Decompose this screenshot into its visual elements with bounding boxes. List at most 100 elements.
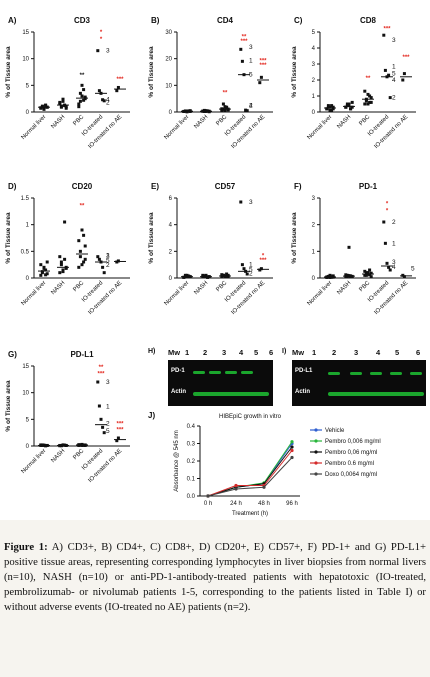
category-label: Normal liver [21,280,48,307]
category-label: NASH [50,280,66,296]
blot-h-band [241,371,253,374]
y-axis-label: % of Tissue area [148,46,155,98]
patient-label: 4 [392,77,396,84]
significance-mark: *** [402,55,410,61]
data-point [58,271,62,275]
y-tick-label: 0 [26,444,30,450]
data-point [388,268,392,272]
data-point [225,275,229,279]
category-label: PBC [72,114,85,127]
series-point [290,448,294,453]
significance-mark: *** [97,372,105,378]
y-tick-label: 1 [26,223,30,229]
data-point [61,268,65,272]
patient-label: 1 [249,57,253,64]
significance-mark: ** [242,35,247,41]
data-point [83,97,87,101]
patient-label: 3 [106,379,110,386]
significance-mark: ** [99,365,104,371]
y-tick-label: 5 [312,30,316,36]
data-point [39,106,43,110]
category-label: NASH [50,114,66,130]
data-point [385,261,389,265]
data-point [369,96,373,100]
data-point [369,100,373,104]
y-axis-label: % of Tissue area [291,212,298,264]
significance-mark: * [386,209,389,215]
significance-mark: *** [383,26,391,32]
y-tick-label: 0 [169,276,173,282]
data-point [78,255,82,259]
data-point [44,268,48,272]
x-tick-label: 96 h [286,501,298,507]
panel-title: CD4 [217,16,234,25]
data-point [345,104,349,108]
blot-i-band [410,372,422,375]
panel-j: J) HIBEpiC growth in vitro Absorbance @ 54… [148,410,424,518]
data-point [382,220,386,224]
y-tick-label: 20 [165,57,172,63]
data-point [42,107,46,111]
data-point [328,275,332,279]
data-point [221,273,225,277]
significance-mark: *** [240,39,248,45]
category-label: Normal liver [164,114,191,141]
y-tick-label: 0 [169,110,173,116]
data-point [64,105,68,109]
blot-i-letter: I) [282,348,287,355]
series-point [234,487,238,491]
legend-label: Vehicle [325,428,345,434]
data-point [78,91,82,95]
category-label: NASH [193,114,209,130]
category-label: Normal liver [164,280,191,307]
blot-i-lane: 1 [312,348,317,357]
data-point [102,431,106,435]
data-point [63,220,67,224]
panel-title: CD20 [72,182,93,191]
y-tick-label: 15 [22,30,29,36]
data-point [258,268,262,272]
y-tick-label: 2 [312,223,316,229]
y-tick-label: 0.0 [187,494,196,500]
y-tick-label: 5 [26,417,30,423]
y-tick-label: 2 [312,78,316,84]
data-point [388,96,392,100]
blot-i-lane: Mw [292,348,305,357]
chart-cd57: E) CD57 % of Tissue area 0 2 4 6 Normal liver NA… [148,182,273,316]
category-label: NASH [336,114,352,130]
panel-letter: C) [294,16,303,25]
y-tick-label: 2 [169,249,173,255]
panel-d: D) CD20 % of Tissue area 0 0.5 1 1.5 Normal liv… [0,180,140,340]
data-point [83,257,87,261]
panel-letter: D) [8,182,17,191]
data-point [80,83,84,87]
data-point [244,108,248,112]
data-point [223,108,227,112]
data-point [366,92,370,96]
chart-pd1: F) PD-1 % of Tissue area 0 1 2 3 Normal liver NA… [291,182,416,316]
panel-f: F) PD-1 % of Tissue area 0 1 2 3 Normal liver NA… [286,180,426,340]
blot-h: H) Mw 1 2 3 4 5 6 PD-1 Actin [148,348,273,408]
significance-mark: *** [259,63,267,69]
panel-title: PD-1 [359,182,378,191]
caption-background [0,520,430,677]
data-point [344,105,348,109]
patient-label: 3 [392,259,396,266]
panel-g: G) PD-L1% of Tissue area 0 5 10 15 Normal live… [0,348,140,508]
patient-label: 3 [106,48,110,55]
data-point [220,273,224,277]
data-point [97,89,101,93]
data-point [77,102,81,106]
significance-mark: * [386,201,389,207]
blot-h-row1: PD-1 [171,368,185,374]
y-tick-label: 15 [22,364,29,370]
category-label: NASH [193,280,209,296]
data-point [366,271,370,275]
blot-i-band [350,372,362,375]
legend-marker [314,461,318,465]
y-tick-label: 10 [22,57,29,63]
series-point [290,445,294,449]
blot-i-band [328,392,424,396]
blot-h-letter: H) [148,348,156,355]
data-point [115,439,119,443]
